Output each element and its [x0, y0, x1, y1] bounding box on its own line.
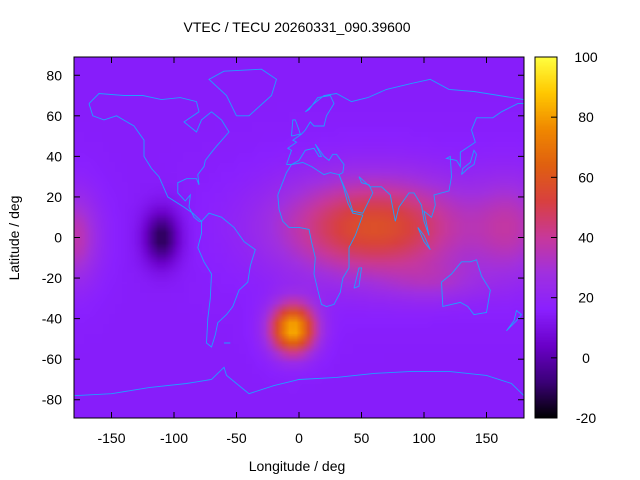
vtec-heatmap — [74, 57, 524, 418]
coastline — [88, 93, 230, 222]
x-tick-label: 0 — [295, 430, 303, 446]
coastline — [277, 162, 364, 307]
colorbar-ticks: -20 0 20 40 60 80 100 — [551, 49, 598, 426]
y-axis-title: Latitude / deg — [6, 196, 22, 281]
y-tick-label: 80 — [46, 67, 62, 83]
coastline — [506, 309, 523, 332]
colorbar: -20 0 20 40 60 80 100 — [534, 49, 598, 426]
colorbar-tick-label: 80 — [578, 109, 594, 125]
colorbar-tick-label: 40 — [578, 230, 594, 246]
coastline — [353, 267, 363, 289]
colorbar-gradient — [535, 57, 557, 418]
coastline — [291, 119, 301, 137]
y-tick-label: 60 — [46, 108, 62, 124]
x-tick-label: -150 — [97, 430, 125, 446]
colorbar-tick-label: -20 — [576, 410, 596, 426]
coastline — [74, 366, 524, 397]
colorbar-tick-label: 20 — [578, 290, 594, 306]
y-tick-label: 20 — [46, 189, 62, 205]
coastline-overlay — [74, 68, 524, 397]
coastline — [417, 227, 431, 250]
x-tick-label: -100 — [160, 430, 188, 446]
coastline — [461, 149, 477, 175]
y-tick-label: -80 — [42, 392, 62, 408]
x-axis: -150 -100 -50 0 50 100 150 — [97, 57, 498, 446]
vtec-heatmap-raster — [74, 57, 524, 418]
colorbar-tick-label: 0 — [582, 350, 590, 366]
x-tick-label: -50 — [226, 430, 246, 446]
coastline — [208, 68, 278, 117]
y-axis: -80 -60 -40 -20 0 20 40 60 80 — [42, 67, 524, 408]
y-tick-label: 0 — [54, 230, 62, 246]
y-tick-label: -20 — [42, 270, 62, 286]
y-tick-label: 40 — [46, 148, 62, 164]
coastline — [197, 212, 256, 348]
coastline — [286, 78, 524, 165]
x-tick-label: 100 — [412, 430, 436, 446]
x-tick-label: 150 — [475, 430, 499, 446]
colorbar-tick-label: 100 — [574, 49, 598, 65]
x-tick-label: 50 — [354, 430, 370, 446]
coastline — [441, 259, 491, 316]
y-tick-label: -60 — [42, 351, 62, 367]
x-axis-title: Longitude / deg — [249, 458, 346, 474]
coastline — [286, 103, 524, 236]
colorbar-tick-label: 60 — [578, 169, 594, 185]
y-tick-label: -40 — [42, 311, 62, 327]
chart-title: VTEC / TECU 20260331_090.39600 — [183, 19, 410, 35]
